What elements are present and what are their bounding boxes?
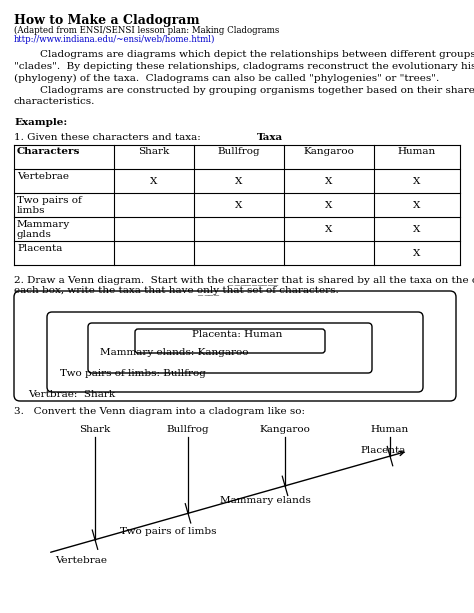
Text: X: X [325, 224, 333, 234]
Text: Taxa: Taxa [257, 133, 283, 142]
Text: 1. Given these characters and taxa:: 1. Given these characters and taxa: [14, 133, 201, 142]
Text: each box, write the taxa that have o̲n̲l̲y̲ that set of characters.: each box, write the taxa that have o̲n̲l… [14, 285, 339, 295]
Text: How to Make a Cladogram: How to Make a Cladogram [14, 14, 200, 27]
Text: Kangaroo: Kangaroo [260, 425, 310, 434]
Text: X: X [413, 200, 421, 210]
Text: X: X [235, 177, 243, 186]
Text: Mammary elands: Kangaroo: Mammary elands: Kangaroo [100, 348, 248, 357]
Text: X: X [325, 200, 333, 210]
Text: http://www.indiana.edu/~ensi/web/home.html): http://www.indiana.edu/~ensi/web/home.ht… [14, 35, 216, 44]
Text: Placenta: Placenta [17, 244, 63, 253]
Text: Bullfrog: Bullfrog [167, 425, 210, 434]
Text: (Adapted from ENSI/SENSI lesson plan: Making Cladograms: (Adapted from ENSI/SENSI lesson plan: Ma… [14, 26, 279, 35]
Text: Mammary elands: Mammary elands [220, 496, 311, 505]
Text: Kangaroo: Kangaroo [303, 147, 355, 156]
Text: Characters: Characters [17, 147, 81, 156]
Text: Placenta: Placenta [360, 446, 405, 455]
Text: Cladograms are diagrams which depict the relationships between different groups : Cladograms are diagrams which depict the… [14, 50, 474, 107]
Text: X: X [413, 224, 421, 234]
Text: X: X [325, 177, 333, 186]
Text: Two pairs of limbs: Two pairs of limbs [120, 527, 217, 536]
Text: Human: Human [398, 147, 436, 156]
Text: Mammary
glands: Mammary glands [17, 220, 70, 240]
Text: Vertebrae: Vertebrae [55, 556, 107, 565]
Text: 3.   Convert the Venn diagram into a cladogram like so:: 3. Convert the Venn diagram into a clado… [14, 407, 305, 416]
Text: Vertbrae:  Shark: Vertbrae: Shark [28, 390, 115, 399]
Text: X: X [235, 200, 243, 210]
Text: Shark: Shark [79, 425, 110, 434]
Text: X: X [413, 248, 421, 257]
Text: X: X [150, 177, 158, 186]
Text: Shark: Shark [138, 147, 170, 156]
Text: Vertebrae: Vertebrae [17, 172, 69, 181]
Text: 2. Draw a Venn diagram.  Start with the c̲h̲a̲r̲a̲c̲t̲e̲r̲ that is shared by all: 2. Draw a Venn diagram. Start with the c… [14, 275, 474, 284]
Text: Placenta: Human: Placenta: Human [192, 330, 282, 339]
Text: Two pairs of limbs: Bullfrog: Two pairs of limbs: Bullfrog [60, 369, 206, 378]
Text: Bullfrog: Bullfrog [218, 147, 260, 156]
Text: X: X [413, 177, 421, 186]
Text: Example:: Example: [14, 118, 67, 127]
Text: Human: Human [371, 425, 409, 434]
Text: Two pairs of
limbs: Two pairs of limbs [17, 196, 82, 215]
